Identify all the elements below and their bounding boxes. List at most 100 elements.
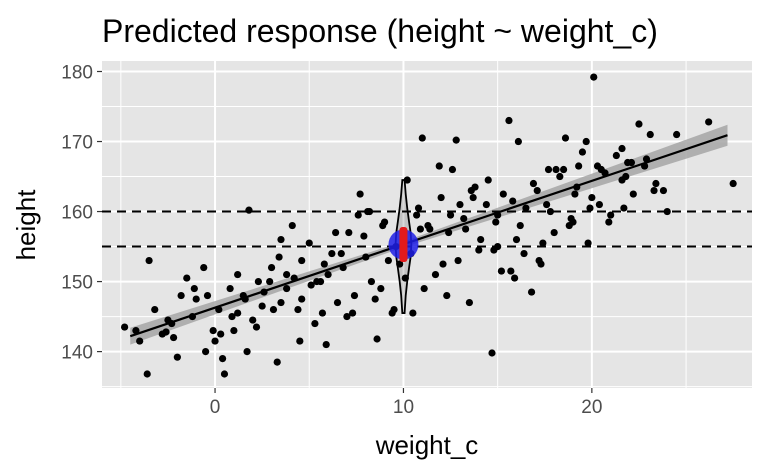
- data-point: [659, 186, 668, 195]
- data-point: [173, 353, 181, 361]
- data-point: [294, 305, 302, 314]
- data-point: [350, 291, 359, 300]
- data-point: [318, 309, 327, 317]
- data-point: [454, 256, 462, 265]
- axes: 0 10 20 140 150 160 170 180: [61, 63, 602, 418]
- data-point: [499, 190, 507, 198]
- data-point: [565, 221, 573, 230]
- data-point: [136, 337, 144, 345]
- x-tick-label: 0: [210, 397, 221, 418]
- data-point: [475, 246, 483, 254]
- data-point: [283, 270, 291, 279]
- prediction-interval: [399, 226, 408, 262]
- data-point: [618, 144, 626, 153]
- data-point: [266, 277, 274, 286]
- data-point: [635, 120, 643, 128]
- data-point: [578, 148, 587, 156]
- data-point: [590, 73, 598, 81]
- data-point: [356, 190, 364, 198]
- data-point: [511, 274, 519, 282]
- fit-line: [129, 134, 728, 338]
- fit-line-layer: [129, 134, 728, 338]
- data-point: [559, 165, 568, 174]
- data-point: [607, 211, 615, 219]
- data-point: [360, 232, 368, 240]
- data-point: [183, 274, 191, 282]
- data-point: [345, 228, 353, 237]
- data-point: [203, 291, 212, 300]
- data-point: [313, 277, 321, 286]
- data-point: [543, 200, 551, 209]
- data-point: [529, 179, 538, 188]
- data-point: [490, 246, 498, 254]
- data-point: [533, 186, 541, 195]
- data-point: [537, 260, 545, 268]
- data-point: [443, 291, 451, 300]
- data-point: [550, 228, 558, 237]
- data-point: [162, 328, 170, 336]
- data-point: [275, 253, 283, 261]
- data-point: [373, 335, 381, 343]
- data-point: [539, 239, 547, 247]
- data-point: [228, 312, 236, 321]
- data-point: [520, 249, 528, 258]
- data-point: [467, 186, 475, 195]
- data-point: [527, 288, 536, 296]
- data-point: [446, 211, 455, 219]
- data-point: [431, 270, 440, 279]
- data-point: [514, 137, 522, 146]
- y-axis-title: height: [11, 189, 41, 261]
- data-point: [477, 235, 485, 244]
- data-point: [245, 206, 253, 214]
- data-point: [729, 179, 737, 188]
- data-point: [296, 337, 304, 345]
- y-tick-label: 140: [61, 343, 93, 364]
- data-point: [143, 370, 151, 378]
- data-point: [283, 284, 291, 293]
- data-point: [584, 239, 592, 247]
- data-point: [507, 267, 515, 275]
- data-point: [460, 214, 468, 223]
- data-point: [497, 267, 506, 275]
- data-point: [273, 358, 281, 366]
- data-point: [202, 347, 210, 356]
- data-point: [220, 370, 229, 378]
- prediction-layer: [388, 226, 419, 262]
- data-point: [452, 136, 460, 144]
- data-point: [218, 354, 227, 363]
- data-point: [509, 197, 517, 205]
- data-point: [575, 162, 583, 170]
- data-point: [249, 316, 257, 324]
- data-point: [413, 211, 421, 219]
- data-point: [217, 330, 225, 338]
- data-point: [424, 221, 432, 230]
- data-point: [234, 270, 242, 279]
- reference-lines: [102, 210, 752, 248]
- data-point: [552, 165, 560, 174]
- data-point: [333, 298, 342, 307]
- data-point: [211, 337, 219, 345]
- data-point: [492, 218, 500, 226]
- data-point: [646, 130, 654, 139]
- data-point: [439, 260, 447, 268]
- data-point: [416, 225, 425, 233]
- data-point: [269, 305, 278, 314]
- data-point: [650, 186, 658, 195]
- data-point: [465, 298, 473, 307]
- data-point: [593, 162, 602, 170]
- data-point: [629, 190, 637, 198]
- data-point: [605, 218, 613, 226]
- data-point: [200, 263, 208, 272]
- data-point: [595, 200, 603, 209]
- data-point: [622, 172, 630, 181]
- data-point: [177, 291, 185, 300]
- data-point: [252, 323, 261, 331]
- data-point: [267, 263, 276, 272]
- data-points: [121, 73, 737, 378]
- data-point: [192, 295, 200, 303]
- chart-title: Predicted response (height ~ weight_c): [102, 13, 658, 49]
- data-point: [469, 193, 477, 202]
- data-point: [169, 333, 178, 342]
- data-point: [367, 277, 376, 286]
